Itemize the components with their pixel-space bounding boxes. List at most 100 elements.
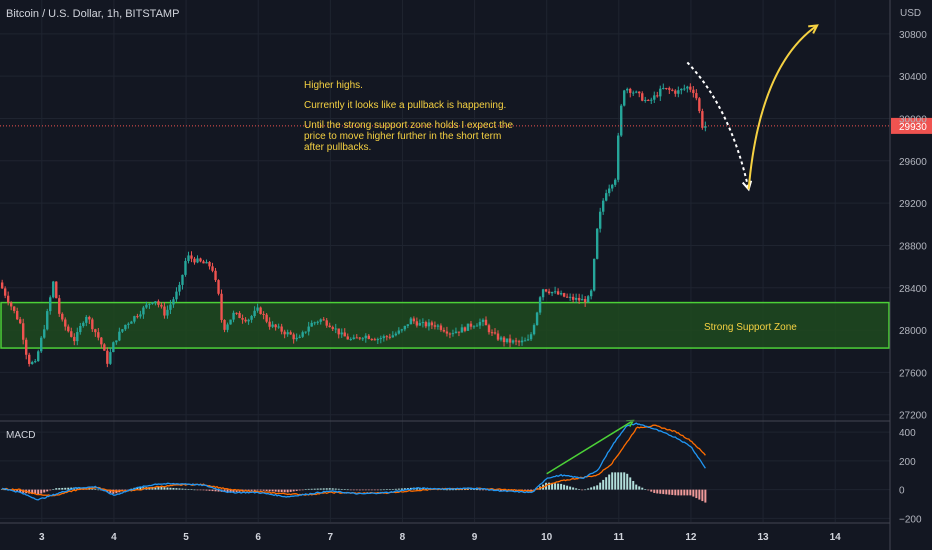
candle-body [376, 339, 380, 341]
candle-body [277, 326, 280, 328]
candle-body [614, 179, 617, 185]
support-zone-layer [0, 301, 890, 349]
macd-histogram-bar [163, 487, 166, 490]
macd-histogram-bar [226, 489, 229, 493]
macd-histogram-bar [322, 488, 325, 490]
candle-body [193, 258, 196, 263]
macd-histogram-bar [578, 489, 581, 490]
macd-histogram-bar [37, 489, 40, 495]
macd-histogram-bar [40, 489, 43, 494]
macd-histogram-bar [355, 489, 358, 491]
candle-body [385, 336, 389, 338]
macd-histogram-bar [115, 489, 118, 494]
candle-body [388, 336, 392, 338]
macd-histogram-bar [650, 489, 653, 492]
macd-histogram-bar [620, 472, 623, 490]
macd-histogram-bar [334, 488, 337, 490]
macd-histogram-bar [130, 488, 133, 490]
macd-histogram-bar [55, 488, 58, 490]
candle-body [580, 299, 584, 301]
candle-body [115, 340, 118, 343]
time-tick-label: 3 [39, 532, 45, 543]
candle-body [214, 270, 217, 281]
candle-body [121, 329, 124, 332]
candle-body [674, 90, 677, 94]
macd-histogram-bar [409, 487, 412, 490]
candle-body [334, 328, 337, 330]
macd-histogram-bar [421, 487, 424, 490]
candle-body [574, 297, 578, 300]
candle-body [361, 338, 364, 340]
macd-histogram-bar [202, 489, 205, 491]
macd-histogram-bar [641, 487, 644, 490]
macd-histogram-bar [214, 489, 217, 492]
candle-body [608, 188, 611, 194]
candle-body [523, 340, 527, 342]
macd-histogram-bar [178, 488, 181, 490]
candle-body [352, 337, 355, 340]
candle-body [12, 306, 16, 311]
macd-histogram-bar [91, 488, 94, 490]
candle-body [571, 296, 575, 300]
candle-body [3, 288, 7, 296]
candle-body [484, 319, 488, 326]
candle-body [256, 307, 259, 311]
macd-histogram-bar [659, 489, 662, 494]
candle-body [538, 297, 542, 313]
time-tick-label: 9 [472, 532, 478, 543]
candle-body [629, 88, 632, 93]
macd-histogram-bar [97, 489, 100, 491]
candle-body [394, 333, 398, 336]
macd-histogram-bar [208, 489, 211, 491]
candle-body [82, 322, 85, 326]
macd-histogram-bar [448, 489, 451, 491]
annotation-line-5: Until the strong support zone holds I ex… [304, 120, 513, 131]
macd-tick-label: 200 [899, 457, 916, 468]
macd-histogram-bar [181, 488, 184, 490]
macd-histogram-bar [190, 489, 193, 490]
candle-body [701, 111, 704, 128]
candle-body [127, 323, 130, 325]
candle-body [223, 319, 226, 330]
candle-body [439, 325, 443, 330]
macd-histogram-bar [626, 473, 629, 490]
candle-body [172, 299, 175, 305]
candle-body [79, 325, 82, 333]
candle-body [325, 320, 328, 326]
candle-body [355, 337, 358, 339]
candle-body [445, 331, 449, 334]
candle-body [280, 326, 283, 332]
macd-histogram-bar [187, 489, 190, 490]
candle-body [695, 93, 698, 99]
macd-histogram-bar [469, 489, 472, 490]
price-tick-label: 27200 [899, 411, 927, 422]
candle-body [253, 310, 256, 317]
candle-body [217, 280, 220, 294]
macd-histogram-bar [370, 489, 373, 491]
candle-body [67, 326, 70, 332]
time-tick-label: 4 [111, 532, 117, 543]
macd-histogram-bar [289, 489, 292, 492]
candle-body [238, 312, 241, 319]
macd-histogram-bar [31, 489, 34, 494]
macd-histogram-bar [602, 479, 605, 490]
macd-histogram-bar [596, 485, 599, 490]
macd-histogram-bar [701, 489, 704, 502]
candle-body [100, 337, 103, 345]
macd-histogram-bar [256, 489, 259, 491]
candle-body [25, 339, 28, 355]
macd-histogram-bar [403, 488, 406, 490]
annotation-line-1: Higher highs. [304, 80, 363, 91]
price-tick-label: 28400 [899, 284, 927, 295]
macd-histogram-bar [274, 489, 277, 492]
macd-histogram-bar [590, 487, 593, 490]
candle-body [184, 260, 187, 275]
macd-histogram-bar [310, 488, 313, 490]
candle-body [601, 200, 605, 212]
macd-histogram-bar [136, 487, 139, 490]
candle-body [73, 336, 76, 342]
candle-body [46, 311, 49, 330]
candle-body [76, 332, 79, 342]
macd-histogram-bar [563, 484, 566, 490]
